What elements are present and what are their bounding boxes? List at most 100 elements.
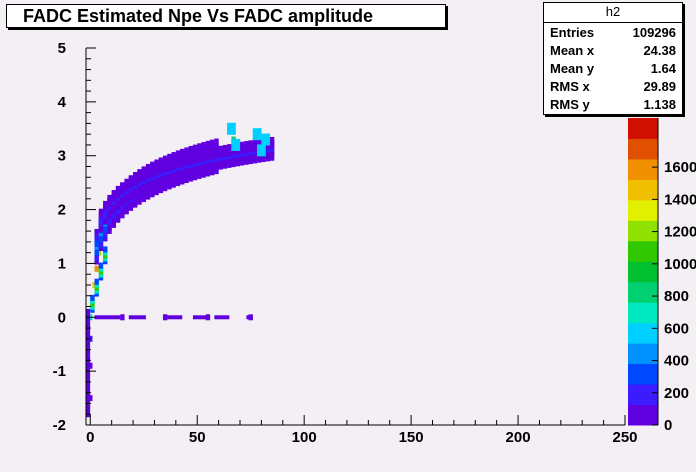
heatmap-cell: [167, 158, 172, 165]
stats-label: RMS x: [550, 79, 590, 94]
y-tick-label: 0: [58, 309, 66, 326]
heatmap-cell: [227, 144, 232, 151]
colorbar-segment: [628, 158, 658, 180]
stats-row-mean-x: Mean x 24.38: [550, 43, 676, 61]
x-tick-label: 50: [189, 429, 206, 446]
x-tick-label: 100: [292, 429, 317, 446]
axes: 0 50 100 150 200 250 -2 -1 0 1 2 3 4 5: [53, 40, 638, 446]
heatmap-cell: [124, 179, 129, 186]
stats-label: Mean y: [550, 61, 595, 76]
heatmap-cell: [162, 155, 168, 162]
heatmap-cell: [111, 190, 117, 197]
heatmap-cell: [162, 160, 168, 167]
colorbar-segment: [628, 240, 658, 262]
colorbar-tick-label: 1000: [664, 256, 696, 273]
heatmap-cell: [132, 173, 138, 180]
heatmap-cell: [231, 138, 241, 151]
heatmap-cell: [103, 200, 108, 207]
colorbar-segment: [628, 138, 658, 160]
colorbar-segment: [628, 363, 658, 385]
zero-line-dash: [128, 315, 146, 320]
heatmap-cell: [188, 145, 194, 152]
heatmap-cell: [94, 278, 99, 285]
heatmap-cell: [145, 167, 151, 174]
heatmap-cell: [261, 133, 271, 146]
stats-row-entries: Entries 109296: [550, 25, 676, 43]
heatmap-cell: [244, 141, 249, 148]
heatmap-cell: [86, 341, 91, 348]
colorbar-tick-label: 600: [664, 320, 689, 337]
heatmap-cell: [180, 148, 185, 155]
heatmap-cell: [86, 384, 91, 391]
stats-value: 1.138: [643, 97, 676, 112]
x-tick-label: 200: [506, 429, 531, 446]
heatmap-cell: [252, 139, 258, 146]
heatmap-cell: [184, 153, 189, 160]
heatmap-cell: [88, 362, 93, 369]
heatmap-cell: [201, 149, 206, 156]
heatmap-cell: [171, 157, 176, 164]
heatmap-cell: [158, 157, 164, 164]
heatmap-cell: [171, 152, 176, 159]
y-tick-label: 2: [58, 202, 66, 219]
stats-row-rms-x: RMS x 29.89: [550, 79, 676, 97]
colorbar-tick-label: 1200: [664, 224, 696, 241]
heatmap-cell: [192, 151, 198, 158]
colorbar-segment: [628, 322, 658, 344]
zero-line-dash: [214, 315, 230, 320]
zero-line-dashes: [94, 315, 253, 320]
heatmap-cell: [188, 152, 194, 159]
heatmap-cell: [120, 314, 125, 321]
heatmap-cell: [252, 128, 262, 141]
colorbar-tick-label: 1400: [664, 191, 696, 208]
zero-line-dash: [165, 315, 183, 320]
heatmap-cell: [86, 319, 91, 326]
heatmap-cell: [86, 373, 91, 380]
heatmap-cell: [167, 153, 172, 160]
y-tick-label: 1: [58, 255, 66, 272]
heatmap-cell: [154, 163, 159, 170]
stats-value: 1.64: [650, 61, 676, 76]
heatmap-cell: [197, 143, 202, 150]
heatmap-cell: [201, 142, 206, 149]
heatmap-cell: [86, 351, 91, 358]
heatmap-cell: [107, 194, 112, 201]
heatmap-cell: [180, 155, 185, 162]
y-tick-label: 5: [58, 40, 66, 57]
colorbar-segment: [628, 220, 658, 242]
plot-frame-background: [86, 48, 625, 425]
heatmap-cell: [86, 395, 91, 402]
heatmap-cell: [150, 161, 155, 168]
heatmap-cell: [175, 156, 181, 163]
heatmap-cells: [86, 122, 275, 418]
heatmap-cell: [192, 144, 198, 151]
heatmap-cell: [137, 171, 142, 178]
y-tick-label: 3: [58, 148, 66, 165]
heatmap-cell: [150, 165, 155, 172]
heatmap-cell: [90, 294, 95, 301]
y-tick-label: -2: [53, 417, 66, 434]
zero-line-dash: [192, 315, 208, 320]
y-tick-label: 4: [58, 94, 67, 111]
heatmap-cell: [227, 122, 236, 135]
colorbar-tick-label: 0: [664, 417, 672, 434]
heatmap-cell: [145, 163, 151, 170]
heatmap-cell: [115, 185, 121, 192]
colorbar-tick-label: 200: [664, 385, 689, 402]
heatmap-cell: [205, 140, 211, 147]
heatmap-cell: [141, 169, 146, 176]
x-tick-label: 0: [86, 429, 94, 446]
heatmap-cell: [86, 405, 91, 412]
colorbar-segment: [628, 179, 658, 201]
y-tick-label: -1: [53, 363, 66, 380]
heatmap-cell: [256, 144, 266, 157]
heatmap-cell: [158, 161, 164, 168]
heatmap-cell: [98, 262, 104, 269]
heatmap-cell: [248, 140, 253, 147]
heatmap-cell: [94, 228, 99, 235]
stats-histogram-name: h2: [605, 4, 621, 19]
heatmap-cell: [197, 150, 202, 157]
color-palette-axis: 0 200 400 600 800 1000 1200 1400 1600: [628, 118, 696, 434]
heatmap-cell: [209, 139, 215, 146]
